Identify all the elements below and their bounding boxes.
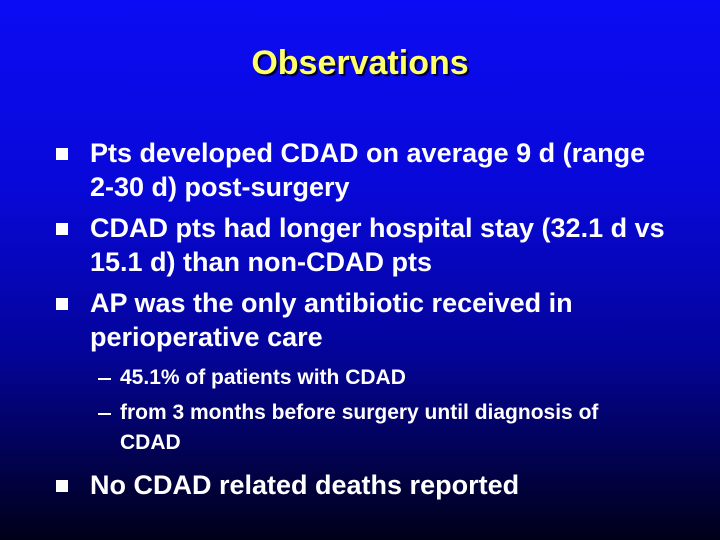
bullet-list: No CDAD related deaths reported: [56, 468, 690, 502]
bullet-item: No CDAD related deaths reported: [56, 468, 690, 502]
sub-bullet-text: from 3 months before surgery until diagn…: [120, 401, 599, 454]
bullet-marker: [56, 223, 68, 235]
sub-bullet-item: 45.1% of patients with CDAD: [98, 363, 620, 393]
bullet-text: No CDAD related deaths reported: [90, 470, 520, 500]
bullet-item: AP was the only antibiotic received in p…: [56, 286, 675, 354]
bullet-text: AP was the only antibiotic received in p…: [90, 288, 573, 352]
dash-marker: [98, 378, 111, 380]
bullet-text: Pts developed CDAD on average 9 d (range…: [90, 138, 646, 202]
bullet-marker: [56, 480, 68, 492]
bullet-list: Pts developed CDAD on average 9 d (range…: [56, 136, 675, 361]
bullet-item: Pts developed CDAD on average 9 d (range…: [56, 136, 675, 204]
dash-marker: [98, 413, 111, 415]
bullet-marker: [56, 148, 68, 160]
sub-bullet-text: 45.1% of patients with CDAD: [120, 366, 406, 389]
bullet-text: CDAD pts had longer hospital stay (32.1 …: [90, 213, 665, 277]
sub-bullet-item: from 3 months before surgery until diagn…: [98, 398, 620, 458]
slide-title: Observations: [251, 44, 469, 82]
bullet-marker: [56, 298, 68, 310]
sub-bullet-list: 45.1% of patients with CDAD from 3 month…: [98, 363, 620, 463]
bullet-item: CDAD pts had longer hospital stay (32.1 …: [56, 211, 675, 279]
